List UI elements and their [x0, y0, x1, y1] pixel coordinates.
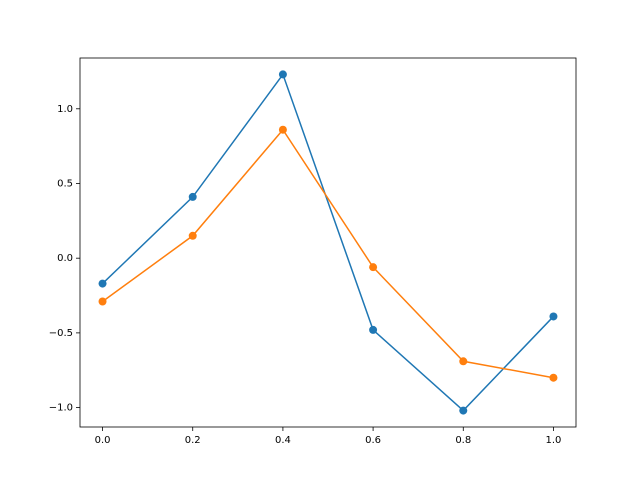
data-point — [98, 297, 107, 306]
x-tick-label: 0.0 — [95, 435, 111, 446]
y-tick-label: −0.5 — [49, 328, 73, 339]
x-tick-label: 0.2 — [185, 435, 201, 446]
x-tick-label: 0.6 — [365, 435, 381, 446]
x-tick-label: 0.4 — [275, 435, 291, 446]
plot-frame — [79, 57, 577, 428]
series-line — [102, 72, 554, 412]
y-tick-label: 0.0 — [57, 253, 73, 264]
data-point — [369, 325, 378, 334]
data-point — [278, 70, 287, 79]
y-tick-label: −1.0 — [49, 403, 73, 414]
data-point — [549, 373, 558, 382]
data-point — [278, 125, 287, 134]
data-point — [98, 279, 107, 288]
x-tick-label: 1.0 — [546, 435, 562, 446]
data-point — [549, 312, 558, 321]
data-point — [188, 192, 197, 201]
y-tick-label: 0.5 — [57, 178, 73, 189]
data-point — [369, 263, 378, 272]
data-point — [459, 406, 468, 415]
y-tick-label: 1.0 — [57, 104, 73, 115]
data-point — [459, 357, 468, 366]
series-line — [102, 128, 554, 379]
data-point — [188, 231, 197, 240]
x-tick-label: 0.8 — [455, 435, 471, 446]
